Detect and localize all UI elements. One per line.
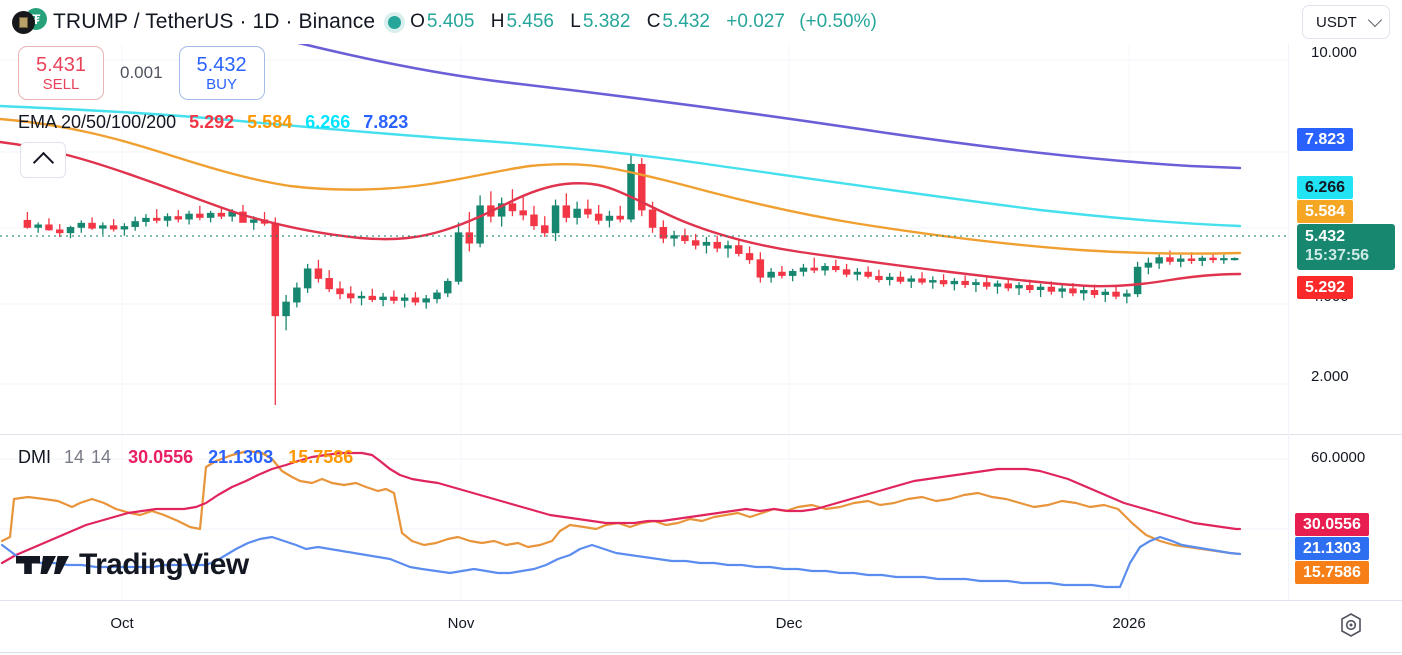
adx-value-badge: 30.0556 (1295, 513, 1369, 536)
dmi-legend-title: DMI (18, 447, 51, 467)
dmi-axis[interactable]: 60.0000 30.0556 21.1303 15.7586 (1289, 437, 1402, 600)
price-gridlines (0, 44, 1288, 434)
di-plus-legend-value: 21.1303 (208, 447, 274, 467)
ema-100-value: 6.266 (305, 112, 351, 132)
bar-countdown: 15:37:56 (1305, 247, 1370, 264)
ema-50-line (0, 117, 1242, 255)
dmi-gridlines (0, 437, 1288, 600)
watermark-text: TradingView (79, 548, 249, 581)
candlestick-series (23, 153, 1239, 405)
axis-divider (1288, 44, 1289, 600)
close-value: 5.432 (662, 11, 710, 32)
ema-legend-title: EMA 20/50/100/200 (18, 112, 177, 132)
low-label: L (570, 11, 581, 32)
sell-button[interactable]: 5.431 SELL (18, 46, 104, 100)
ema-20-value: 5.292 (189, 112, 235, 132)
high-value: 5.456 (506, 11, 554, 32)
ema-overlays (0, 44, 1242, 288)
ema100-price-badge: 6.266 (1297, 176, 1354, 199)
dmi-param-length: 14 (64, 447, 85, 467)
dmi-pane[interactable] (0, 437, 1288, 600)
last-price-badge[interactable]: 5.432 15:37:56 (1297, 224, 1395, 270)
price-axis[interactable]: 10.000 8.000 4.000 2.000 7.823 6.266 5.5… (1289, 44, 1402, 434)
dmi-chart-svg (0, 437, 1288, 600)
di-minus-legend-value: 15.7586 (288, 447, 354, 467)
buy-price: 5.432 (196, 53, 247, 76)
trade-buttons: 5.431 SELL 0.001 5.432 BUY (18, 46, 265, 100)
di-minus-line (0, 449, 1242, 556)
ema200-price-badge: 7.823 (1297, 128, 1354, 151)
indicator-settings-icon[interactable] (1338, 612, 1364, 638)
tradingview-watermark: TradingView (16, 548, 249, 582)
ema20-price-badge: 5.292 (1297, 276, 1354, 299)
pane-divider-bottom (0, 600, 1402, 601)
low-value: 5.382 (582, 11, 631, 32)
time-tick-nov: Nov (447, 615, 475, 632)
open-value: 5.405 (426, 11, 475, 32)
ema-200-line (297, 44, 1242, 170)
ema-20-line (0, 140, 1242, 288)
change-percent: (+0.50%) (799, 11, 877, 32)
tradingview-logo-icon (16, 556, 69, 574)
ema50-price-badge: 5.584 (1297, 200, 1354, 223)
adx-line (0, 451, 1242, 565)
high-label: H (490, 11, 505, 32)
sell-price: 5.431 (35, 53, 87, 76)
ema-100-line (0, 104, 1242, 228)
di-minus-value-badge: 15.7586 (1295, 561, 1369, 584)
symbol-title[interactable]: TRUMP / TetherUS · 1D · Binance (53, 10, 376, 33)
spread-value: 0.001 (120, 63, 163, 82)
chevron-up-icon (32, 151, 54, 174)
time-tick-2026: 2026 (1112, 615, 1146, 632)
price-pane[interactable] (0, 44, 1288, 434)
collapse-pane-button[interactable] (20, 142, 66, 178)
time-axis[interactable]: Oct Nov Dec 2026 (0, 601, 1288, 655)
trump-coin-icon (12, 11, 35, 34)
last-price-value: 5.432 (1305, 228, 1346, 245)
buy-button[interactable]: 5.432 BUY (178, 46, 265, 100)
buy-label: BUY (206, 75, 237, 93)
bottom-rule (0, 652, 1402, 653)
symbol-logo: ₮ (12, 8, 50, 36)
dmi-tick-60: 60.0000 (1311, 449, 1366, 466)
currency-selector-value: USDT (1316, 13, 1357, 31)
di-plus-value-badge: 21.1303 (1295, 537, 1369, 560)
adx-legend-value: 30.0556 (128, 447, 194, 467)
price-chart-svg (0, 44, 1288, 434)
ema-200-value: 7.823 (363, 112, 409, 132)
chart-header: ₮ TRUMP / TetherUS · 1D · Binance O 5.405… (0, 0, 1402, 44)
change-value: +0.027 (726, 11, 785, 32)
chevron-down-icon (1367, 12, 1383, 28)
di-plus-line (0, 535, 1242, 589)
close-label: C (646, 11, 661, 32)
ohlc-values: O 5.405 H 5.456 L 5.382 C 5.432 +0.027 (+0.5… (410, 11, 879, 33)
open-label: O (410, 11, 425, 32)
currency-selector[interactable]: USDT (1302, 5, 1390, 39)
dmi-indicator-legend[interactable]: DMI 14 14 30.0556 21.1303 15.7586 (18, 447, 368, 468)
market-open-dot (388, 15, 402, 29)
pane-divider-top (0, 434, 1402, 435)
ema-50-value: 5.584 (247, 112, 293, 132)
time-tick-dec: Dec (775, 615, 803, 632)
ema-indicator-legend[interactable]: EMA 20/50/100/200 5.292 5.584 6.266 7.82… (18, 112, 421, 133)
dmi-param-smoothing: 14 (91, 447, 112, 467)
sell-label: SELL (42, 75, 80, 93)
price-tick-10: 10.000 (1311, 44, 1357, 61)
time-tick-oct: Oct (110, 615, 134, 632)
price-tick-2: 2.000 (1311, 368, 1349, 385)
